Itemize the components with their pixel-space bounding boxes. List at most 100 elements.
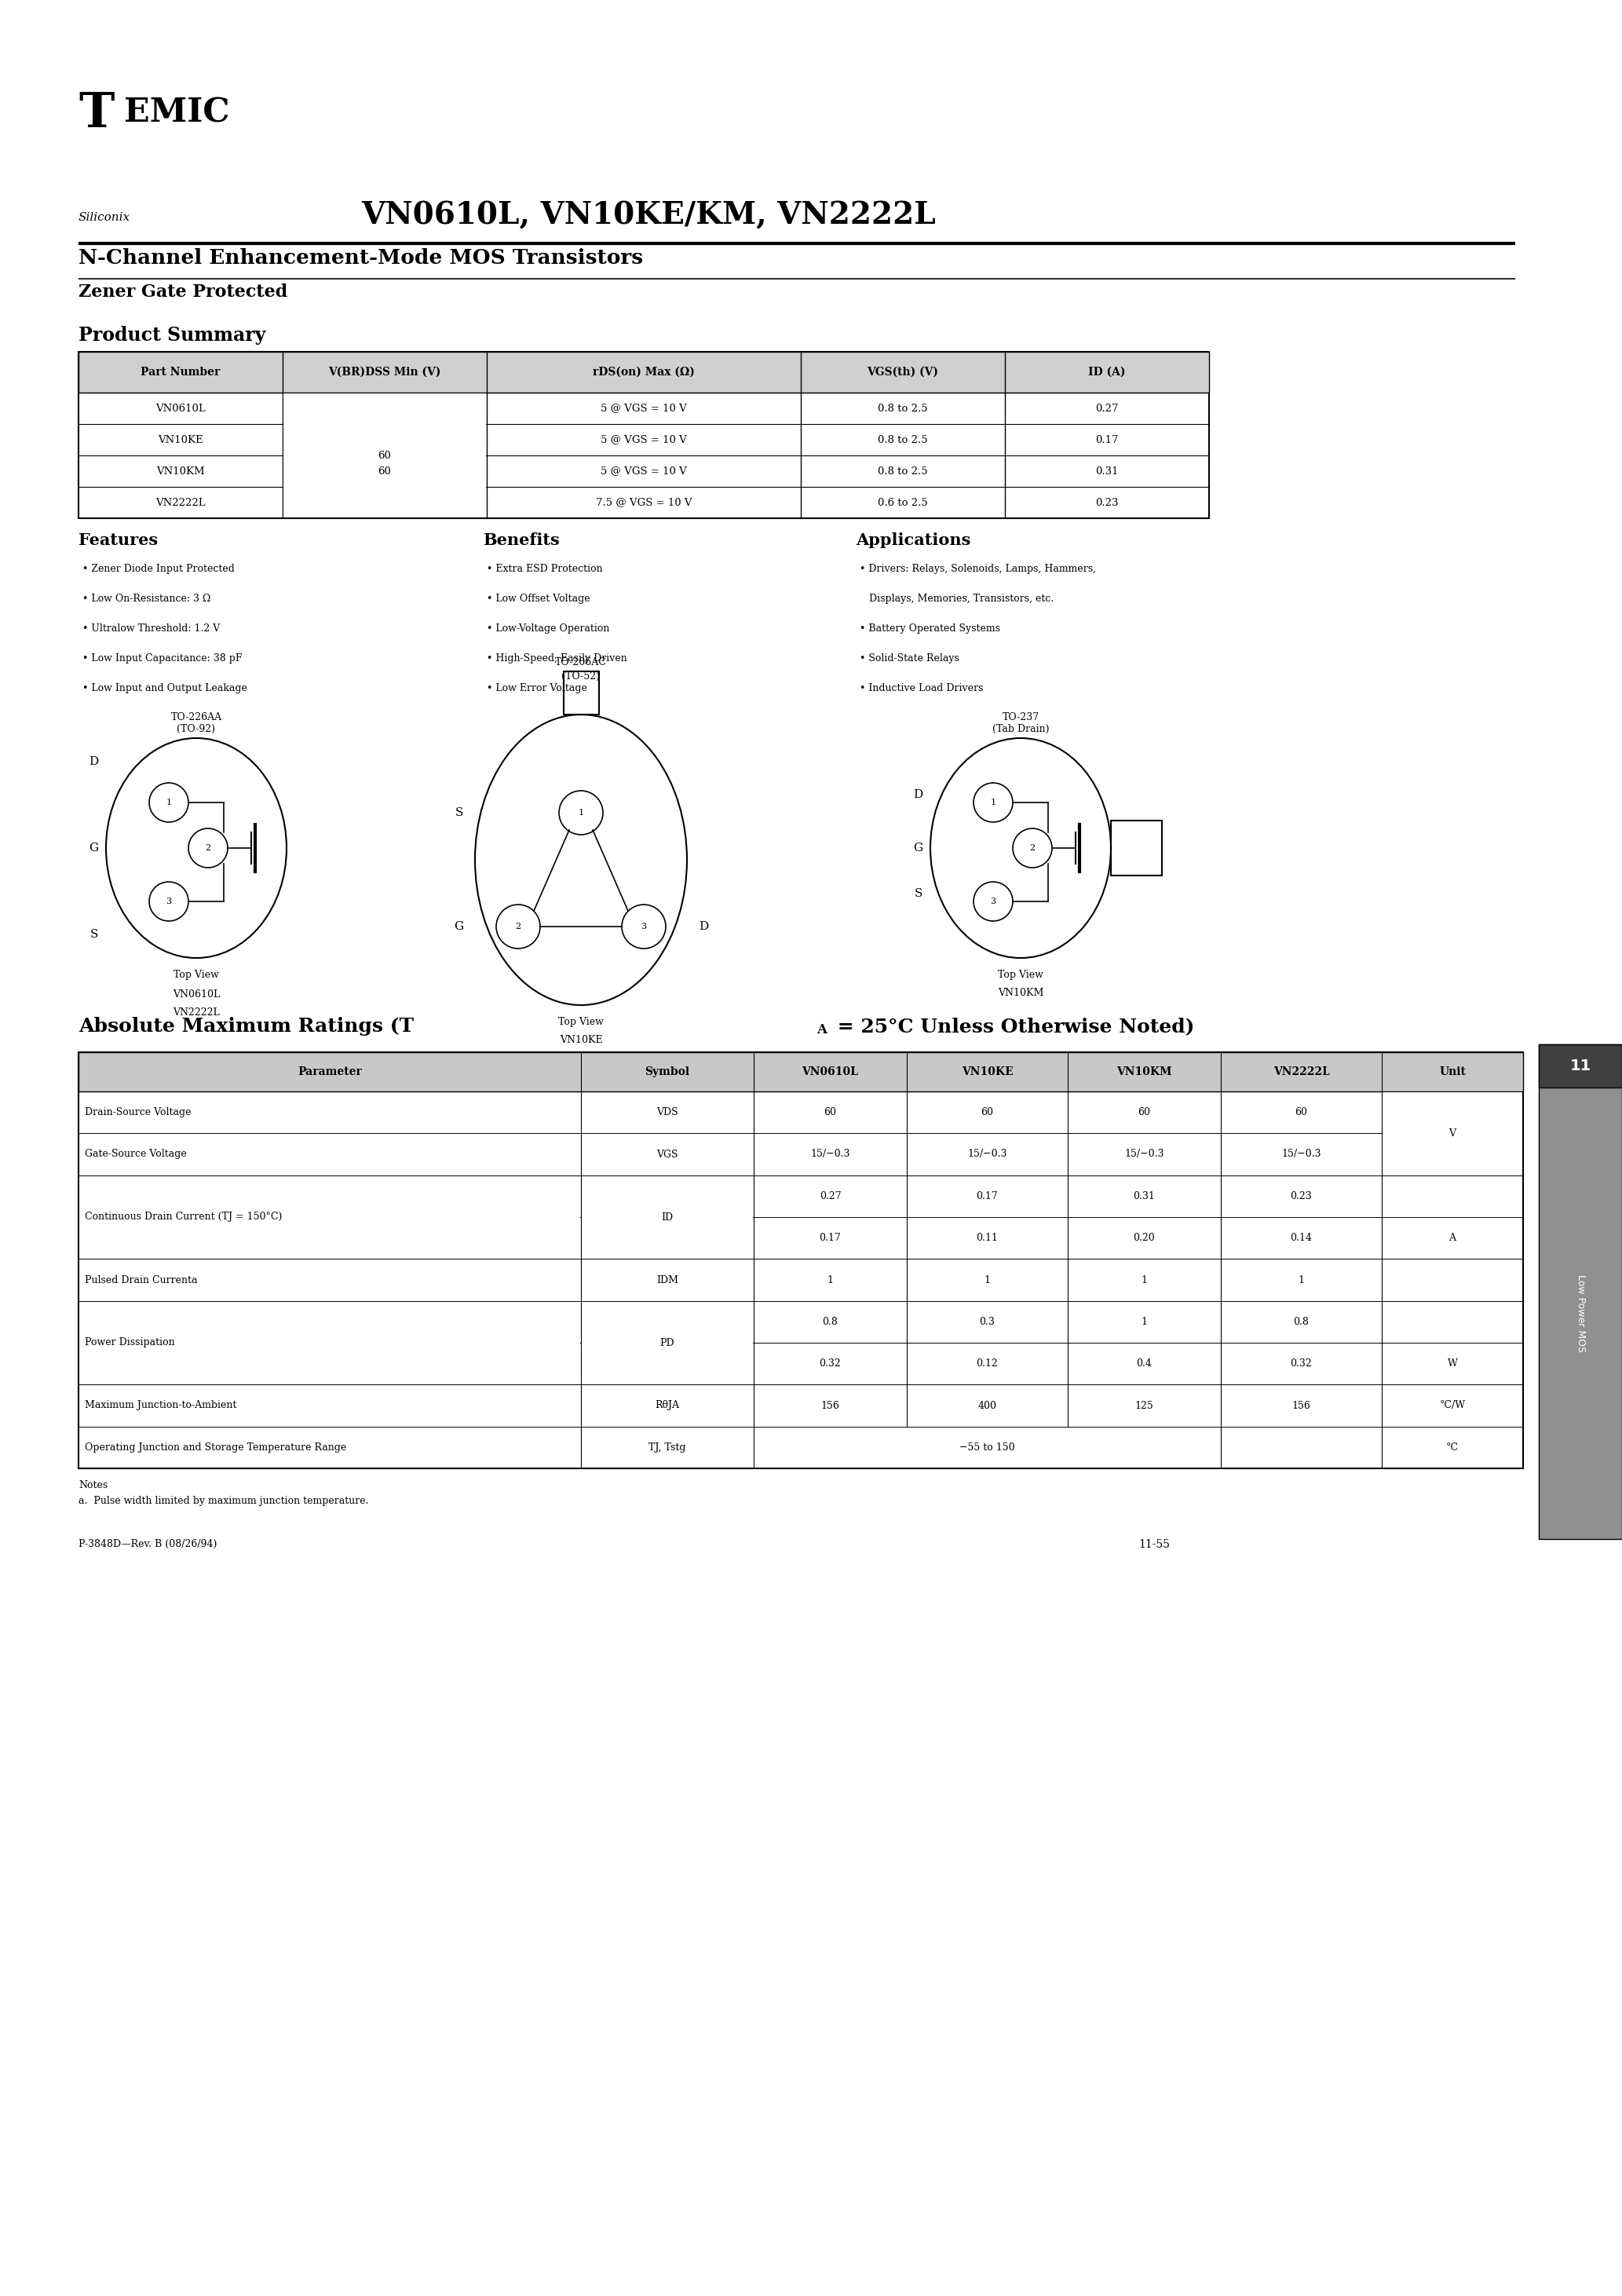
Text: • Battery Operated Systems: • Battery Operated Systems bbox=[860, 625, 1001, 634]
Text: °C: °C bbox=[1447, 1442, 1458, 1453]
Text: VN0610L: VN0610L bbox=[172, 990, 221, 999]
Text: VN10KE: VN10KE bbox=[157, 434, 203, 445]
Text: 0.8: 0.8 bbox=[822, 1316, 839, 1327]
Text: VGS: VGS bbox=[657, 1150, 678, 1159]
Text: VN0610L: VN0610L bbox=[801, 1065, 858, 1077]
Text: D: D bbox=[699, 921, 709, 932]
Text: Top View: Top View bbox=[558, 1017, 603, 1026]
Bar bbox=[284, 393, 487, 517]
Text: Siliconix: Siliconix bbox=[78, 211, 130, 223]
Text: G: G bbox=[913, 843, 923, 854]
Text: Absolute Maximum Ratings (T: Absolute Maximum Ratings (T bbox=[78, 1017, 414, 1035]
Text: 1: 1 bbox=[991, 799, 996, 806]
Text: 0.17: 0.17 bbox=[976, 1192, 998, 1201]
Text: S: S bbox=[456, 808, 464, 817]
Text: 60: 60 bbox=[1294, 1107, 1307, 1118]
Text: • Solid-State Relays: • Solid-State Relays bbox=[860, 654, 959, 664]
Bar bbox=[1382, 1093, 1523, 1176]
Text: 60: 60 bbox=[824, 1107, 837, 1118]
Text: Operating Junction and Storage Temperature Range: Operating Junction and Storage Temperatu… bbox=[84, 1442, 347, 1453]
Text: 0.3: 0.3 bbox=[980, 1316, 994, 1327]
Text: 60: 60 bbox=[1139, 1107, 1150, 1118]
Text: RθJA: RθJA bbox=[655, 1401, 680, 1410]
Text: V(BR)DSS Min (V): V(BR)DSS Min (V) bbox=[328, 367, 441, 379]
Text: VN0610L: VN0610L bbox=[156, 404, 206, 413]
Bar bbox=[1111, 820, 1161, 875]
Text: 0.23: 0.23 bbox=[1291, 1192, 1312, 1201]
Text: 0.4: 0.4 bbox=[1137, 1359, 1152, 1368]
Text: TA= 100°C: TA= 100°C bbox=[639, 1233, 696, 1242]
Text: 0.8: 0.8 bbox=[1293, 1316, 1309, 1327]
Text: VN10KE: VN10KE bbox=[560, 1035, 602, 1045]
Text: 156: 156 bbox=[1291, 1401, 1311, 1410]
Text: VN10KM: VN10KM bbox=[1116, 1065, 1173, 1077]
Text: 1: 1 bbox=[827, 1274, 834, 1286]
Text: • Drivers: Relays, Solenoids, Lamps, Hammers,: • Drivers: Relays, Solenoids, Lamps, Ham… bbox=[860, 565, 1096, 574]
Text: 15/−0.3: 15/−0.3 bbox=[811, 1150, 850, 1159]
Bar bbox=[78, 1052, 1523, 1469]
Text: rDS(on) Max (Ω): rDS(on) Max (Ω) bbox=[592, 367, 694, 379]
Text: Low Power MOS: Low Power MOS bbox=[1575, 1274, 1585, 1352]
Text: Symbol: Symbol bbox=[646, 1065, 689, 1077]
Text: G: G bbox=[89, 843, 99, 854]
Text: 0.8 to 2.5: 0.8 to 2.5 bbox=[878, 404, 928, 413]
Text: T: T bbox=[78, 90, 114, 138]
Text: Unit: Unit bbox=[1439, 1065, 1466, 1077]
Text: Notes: Notes bbox=[78, 1481, 107, 1490]
Bar bbox=[79, 1176, 581, 1258]
Text: 0.31: 0.31 bbox=[1095, 466, 1119, 475]
Text: 1: 1 bbox=[577, 808, 584, 817]
Text: 1: 1 bbox=[1142, 1316, 1147, 1327]
Text: 0.6 to 2.5: 0.6 to 2.5 bbox=[878, 498, 928, 507]
Text: 3: 3 bbox=[991, 898, 996, 905]
Text: • Extra ESD Protection: • Extra ESD Protection bbox=[487, 565, 603, 574]
Text: ID (A): ID (A) bbox=[1088, 367, 1126, 379]
Text: 0.32: 0.32 bbox=[1291, 1359, 1312, 1368]
Text: G: G bbox=[454, 921, 464, 932]
Text: TA= 25°C: TA= 25°C bbox=[642, 1316, 693, 1327]
Text: 3: 3 bbox=[165, 898, 172, 905]
Text: Benefits: Benefits bbox=[483, 533, 560, 549]
Text: Drain-Source Voltage: Drain-Source Voltage bbox=[84, 1107, 191, 1118]
Text: 2: 2 bbox=[516, 923, 521, 930]
Text: TA= 100°C: TA= 100°C bbox=[639, 1359, 696, 1368]
Bar bbox=[78, 351, 1208, 393]
Text: IDM: IDM bbox=[657, 1274, 678, 1286]
Text: EMIC: EMIC bbox=[123, 96, 230, 129]
Bar bbox=[78, 1052, 1523, 1091]
Text: 0.8 to 2.5: 0.8 to 2.5 bbox=[878, 466, 928, 475]
Text: 15/−0.3: 15/−0.3 bbox=[1124, 1150, 1165, 1159]
Text: VDS: VDS bbox=[657, 1107, 678, 1118]
Text: Parameter: Parameter bbox=[298, 1065, 362, 1077]
Text: Displays, Memories, Transistors, etc.: Displays, Memories, Transistors, etc. bbox=[860, 595, 1054, 604]
Text: 5 @ VGS = 10 V: 5 @ VGS = 10 V bbox=[600, 466, 686, 475]
Text: A: A bbox=[1448, 1233, 1457, 1242]
Text: 5 @ VGS = 10 V: 5 @ VGS = 10 V bbox=[600, 404, 686, 413]
Text: VN2222L: VN2222L bbox=[174, 1008, 219, 1017]
Text: VN10KM: VN10KM bbox=[156, 466, 204, 475]
Text: 3: 3 bbox=[641, 923, 647, 930]
Text: Zener Gate Protected: Zener Gate Protected bbox=[78, 282, 287, 301]
Text: 2: 2 bbox=[206, 845, 211, 852]
Text: VN10KM: VN10KM bbox=[998, 987, 1043, 999]
Text: VN2222L: VN2222L bbox=[156, 498, 206, 507]
Text: • Low Offset Voltage: • Low Offset Voltage bbox=[487, 595, 590, 604]
Text: Gate-Source Voltage: Gate-Source Voltage bbox=[84, 1150, 187, 1159]
Bar bbox=[1539, 1045, 1622, 1538]
Text: 0.32: 0.32 bbox=[819, 1359, 842, 1368]
Text: 0.31: 0.31 bbox=[1134, 1192, 1155, 1201]
Text: V: V bbox=[1448, 1150, 1457, 1159]
Text: 1: 1 bbox=[165, 799, 172, 806]
Text: • Ultralow Threshold: 1.2 V: • Ultralow Threshold: 1.2 V bbox=[83, 625, 221, 634]
Text: • High-Speed, Easily Driven: • High-Speed, Easily Driven bbox=[487, 654, 628, 664]
Text: = 25°C Unless Otherwise Noted): = 25°C Unless Otherwise Noted) bbox=[830, 1017, 1194, 1035]
Text: W: W bbox=[1447, 1359, 1458, 1368]
Text: 5 @ VGS = 10 V: 5 @ VGS = 10 V bbox=[600, 434, 686, 445]
Bar bbox=[79, 1302, 581, 1384]
Text: VN2222L: VN2222L bbox=[1273, 1065, 1330, 1077]
Text: 15/−0.3: 15/−0.3 bbox=[967, 1150, 1007, 1159]
Bar bbox=[78, 351, 1208, 519]
Text: TO-206AC: TO-206AC bbox=[555, 657, 607, 668]
Text: 0.17: 0.17 bbox=[1095, 434, 1119, 445]
Text: 0.11: 0.11 bbox=[976, 1233, 998, 1242]
